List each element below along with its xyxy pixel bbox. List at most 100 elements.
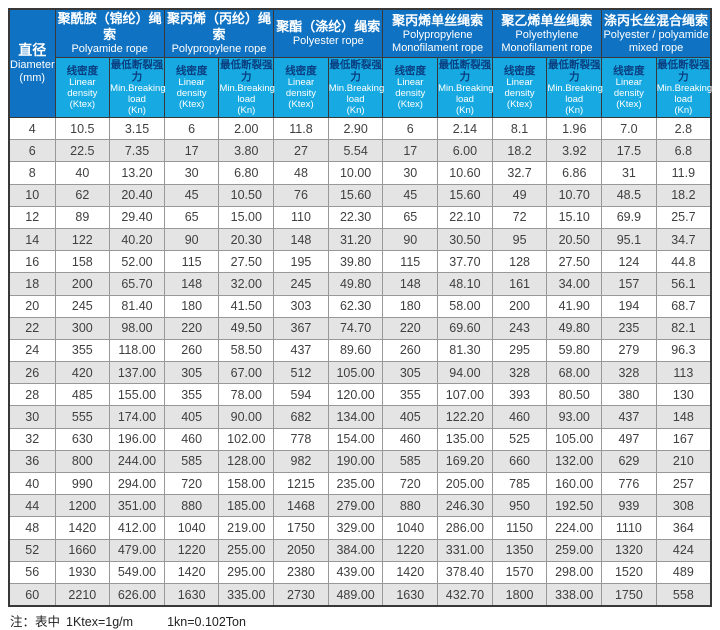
subheader-line: load: [346, 94, 365, 105]
subheader-line: Linear density: [285, 77, 316, 99]
cell-value: 110: [273, 205, 329, 229]
subheader-breaking-load: 最低断裂强力 Min.Breaking load (Kn): [327, 57, 384, 118]
table-row: 6 22.5 7.35 17 3.80 27 5.54 17 6.00 18.2 3.92 17.5 6…: [8, 139, 712, 163]
cell-value: 27: [273, 139, 329, 163]
cell-value: 629: [601, 449, 657, 474]
cell-value: 626.00: [109, 582, 165, 607]
cell-value: 41.90: [546, 294, 603, 318]
cell-value: 155.00: [109, 383, 165, 407]
cell-value: 497: [601, 427, 657, 451]
group-header-polyethylene-monofilament: 聚乙烯单丝绳索 Polyethylene Monofilament rope: [491, 8, 603, 58]
cell-value: 1150: [491, 516, 548, 540]
cell-value: 982: [273, 449, 329, 474]
cell-value: 308: [655, 494, 712, 518]
cell-value: 190.00: [327, 449, 384, 474]
cell-value: 128.00: [218, 449, 275, 474]
cell-value: 331.00: [437, 538, 493, 562]
footnote: 注：表中 1Ktex=1g/m 1kn=0.102Ton: [8, 611, 712, 630]
cell-diameter: 60: [8, 582, 56, 607]
cell-value: 778: [273, 427, 329, 451]
cell-diameter: 14: [8, 227, 56, 252]
cell-value: 279.00: [327, 494, 384, 518]
cell-value: 89: [54, 205, 111, 229]
table-row: 52 1660 479.00 1220 255.00 2050 384.00 1220 331.…: [8, 538, 712, 562]
cell-value: 378.40: [437, 560, 493, 584]
subheader-line: (Ktex): [506, 99, 533, 110]
table-row: 36 800 244.00 585 128.00 982 190.00 585 169.20 66…: [8, 449, 712, 474]
cell-value: 2.8: [655, 116, 712, 141]
cell-value: 27.50: [218, 250, 275, 274]
cell-value: 393: [491, 383, 548, 407]
cell-value: 82.1: [655, 316, 712, 340]
subheader-breaking-load: 最低断裂强力 Min.Breaking load (Kn): [218, 57, 275, 118]
cell-value: 286.00: [437, 516, 493, 540]
subheader-line: Min.Breaking: [438, 83, 494, 94]
cell-value: 67.00: [218, 361, 275, 385]
cell-value: 489: [655, 560, 712, 584]
cell-value: 1200: [54, 494, 111, 518]
cell-value: 31: [601, 161, 657, 185]
table-row: 26 420 137.00 305 67.00 512 105.00 305 94.00 328 6…: [8, 361, 712, 385]
table-row: 16 158 52.00 115 27.50 195 39.80 115 37.70 128 27.…: [8, 250, 712, 274]
cell-value: 200: [54, 272, 111, 296]
cell-value: 148: [163, 272, 220, 296]
cell-value: 6.80: [218, 161, 275, 185]
cell-diameter: 18: [8, 272, 56, 296]
cell-value: 329.00: [327, 516, 384, 540]
subheader-line: (Kn): [237, 105, 256, 116]
cell-value: 405: [382, 405, 439, 429]
table-row: 12 89 29.40 65 15.00 110 22.30 65 22.10 72 15.10 69…: [8, 205, 712, 229]
cell-value: 105.00: [546, 427, 603, 451]
subheader-line: 线密度: [175, 65, 208, 77]
cell-value: 65: [163, 205, 220, 229]
subheader-line: Linear density: [504, 77, 535, 99]
cell-value: 30: [382, 161, 439, 185]
group-label-cn: 聚酰胺（锦纶）绳索: [57, 11, 162, 42]
cell-value: 90: [382, 227, 439, 252]
subheader-line: 线密度: [613, 65, 645, 77]
cell-value: 56.1: [655, 272, 712, 296]
cell-value: 295: [491, 338, 548, 363]
cell-value: 660: [491, 449, 548, 474]
cell-value: 65: [382, 205, 439, 229]
subheader-row: 线密度 Linear density (Ktex) 最低断裂强力 Min.Breakin…: [9, 57, 712, 118]
cell-value: 2380: [273, 560, 329, 584]
group-label-en: Polyethylene Monofilament rope: [501, 28, 593, 54]
table-row: 20 245 81.40 180 41.50 303 62.30 180 58.00 200 41.…: [8, 294, 712, 318]
cell-value: 48.10: [437, 272, 493, 296]
cell-value: 195: [273, 250, 329, 274]
cell-value: 160.00: [546, 471, 603, 496]
cell-value: 49.80: [327, 272, 384, 296]
table-row: 8 40 13.20 30 6.80 48 10.00 30 10.60 32.7 6.86 31 11…: [8, 161, 712, 185]
cell-value: 2.00: [218, 116, 275, 141]
subheader-line: 线密度: [394, 65, 427, 77]
footnote-eq1: 1Ktex=1g/m: [66, 615, 134, 630]
cell-value: 1570: [491, 560, 548, 584]
subheader-line: Min.Breaking: [219, 83, 275, 94]
subheader-linear-density: 线密度 Linear density (Ktex): [491, 57, 548, 118]
cell-value: 219.00: [218, 516, 275, 540]
cell-value: 880: [382, 494, 439, 518]
cell-value: 58.50: [218, 338, 275, 363]
cell-value: 158: [54, 250, 111, 274]
cell-value: 32.7: [491, 161, 548, 185]
cell-diameter: 56: [8, 560, 56, 584]
subheader-linear-density: 线密度 Linear density (Ktex): [273, 57, 329, 118]
cell-value: 17: [382, 139, 439, 163]
cell-value: 118.00: [109, 338, 165, 363]
group-header-polypropylene: 聚丙烯（丙纶）绳索 Polypropylene rope: [163, 8, 275, 58]
cell-diameter: 40: [8, 471, 56, 496]
cell-value: 1040: [163, 516, 220, 540]
cell-value: 59.80: [546, 338, 603, 363]
cell-value: 2050: [273, 538, 329, 562]
cell-diameter: 22: [8, 316, 56, 340]
cell-value: 196.00: [109, 427, 165, 451]
footnote-eq2: 1kn=0.102Ton: [167, 615, 246, 630]
cell-value: 72: [491, 205, 548, 229]
cell-value: 124: [601, 250, 657, 274]
cell-value: 15.60: [437, 183, 493, 207]
cell-diameter: 28: [8, 383, 56, 407]
cell-value: 69.9: [601, 205, 657, 229]
subheader-line: (Kn): [674, 105, 693, 116]
cell-value: 22.10: [437, 205, 493, 229]
